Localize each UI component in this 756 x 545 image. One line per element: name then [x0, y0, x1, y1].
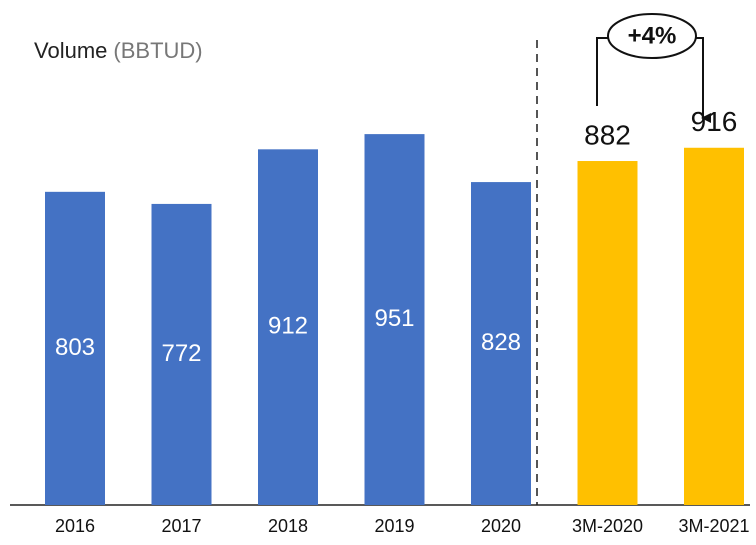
annotation: +4%: [628, 22, 677, 49]
value-label: 882: [584, 119, 631, 150]
value-label: 803: [55, 334, 95, 361]
x-tick-label: 3M-2021: [678, 516, 749, 536]
value-label: 951: [374, 305, 414, 332]
bracket-left: [596, 37, 608, 106]
x-tick-label: 2020: [481, 516, 521, 536]
bar: [258, 149, 318, 505]
bar: [151, 203, 212, 506]
value-label: 912: [268, 313, 308, 340]
x-tick-label: 2017: [161, 516, 201, 536]
x-tick-label: 2016: [55, 516, 95, 536]
value-label: 828: [481, 329, 521, 356]
value-label: 772: [161, 340, 201, 367]
bracket-right: [696, 37, 711, 123]
bar: [45, 191, 105, 505]
unit: (BBTUD): [113, 38, 202, 63]
x-tick-label: 2018: [268, 516, 308, 536]
bar: [684, 147, 744, 505]
x-tick-label: 2019: [374, 516, 414, 536]
bar: [577, 161, 638, 505]
x-tick-label: 3M-2020: [572, 516, 643, 536]
title: Volume: [34, 38, 107, 63]
chart-title: Volume (BBTUD): [34, 38, 203, 63]
annotation-ellipse: [607, 13, 697, 59]
bar: [364, 134, 425, 506]
bar: [471, 182, 531, 505]
value-label: 916: [691, 106, 738, 137]
